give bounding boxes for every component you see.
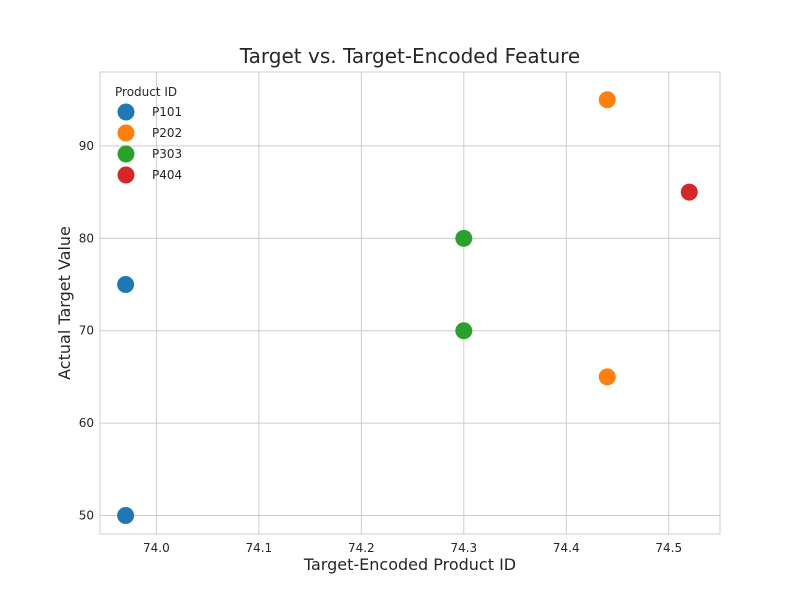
y-axis-label: Actual Target Value	[55, 226, 74, 380]
y-tick-label: 90	[79, 139, 94, 153]
legend-marker-p101	[117, 103, 135, 121]
data-point-p404	[680, 183, 698, 201]
x-axis-ticks: 74.0 74.1 74.2 74.3 74.4 74.5	[143, 541, 682, 555]
y-axis-ticks: 50 60 70 80 90	[79, 139, 94, 523]
x-tick-label: 74.3	[450, 541, 477, 555]
data-point-p202	[598, 368, 616, 386]
x-tick-label: 74.0	[143, 541, 170, 555]
legend-label: P303	[152, 147, 182, 161]
y-tick-label: 50	[79, 509, 94, 523]
plot-area	[99, 71, 721, 535]
plot-background	[100, 72, 720, 534]
legend-marker-p303	[117, 145, 135, 163]
data-point-p303	[455, 322, 473, 340]
x-tick-label: 74.5	[655, 541, 682, 555]
data-point-p303	[455, 229, 473, 247]
y-tick-label: 70	[79, 324, 94, 338]
data-point-p101	[117, 276, 135, 294]
x-tick-label: 74.1	[245, 541, 272, 555]
y-tick-label: 80	[79, 231, 94, 245]
legend: Product ID P101 P202 P303 P404	[115, 85, 182, 184]
x-axis-label: Target-Encoded Product ID	[303, 555, 516, 574]
legend-label: P101	[152, 105, 182, 119]
data-point-p101	[117, 507, 135, 525]
legend-title: Product ID	[115, 85, 177, 99]
chart-title: Target vs. Target-Encoded Feature	[239, 44, 580, 68]
grid-lines	[100, 72, 720, 534]
legend-marker-p404	[117, 166, 135, 184]
y-tick-label: 60	[79, 416, 94, 430]
legend-label: P404	[152, 168, 182, 182]
legend-marker-p202	[117, 124, 135, 142]
legend-items: P101 P202 P303 P404	[117, 103, 182, 184]
plot-frame	[99, 71, 721, 535]
x-tick-label: 74.2	[348, 541, 375, 555]
legend-label: P202	[152, 126, 182, 140]
data-point-p202	[598, 91, 616, 109]
x-tick-label: 74.4	[553, 541, 580, 555]
data-points	[117, 91, 698, 525]
